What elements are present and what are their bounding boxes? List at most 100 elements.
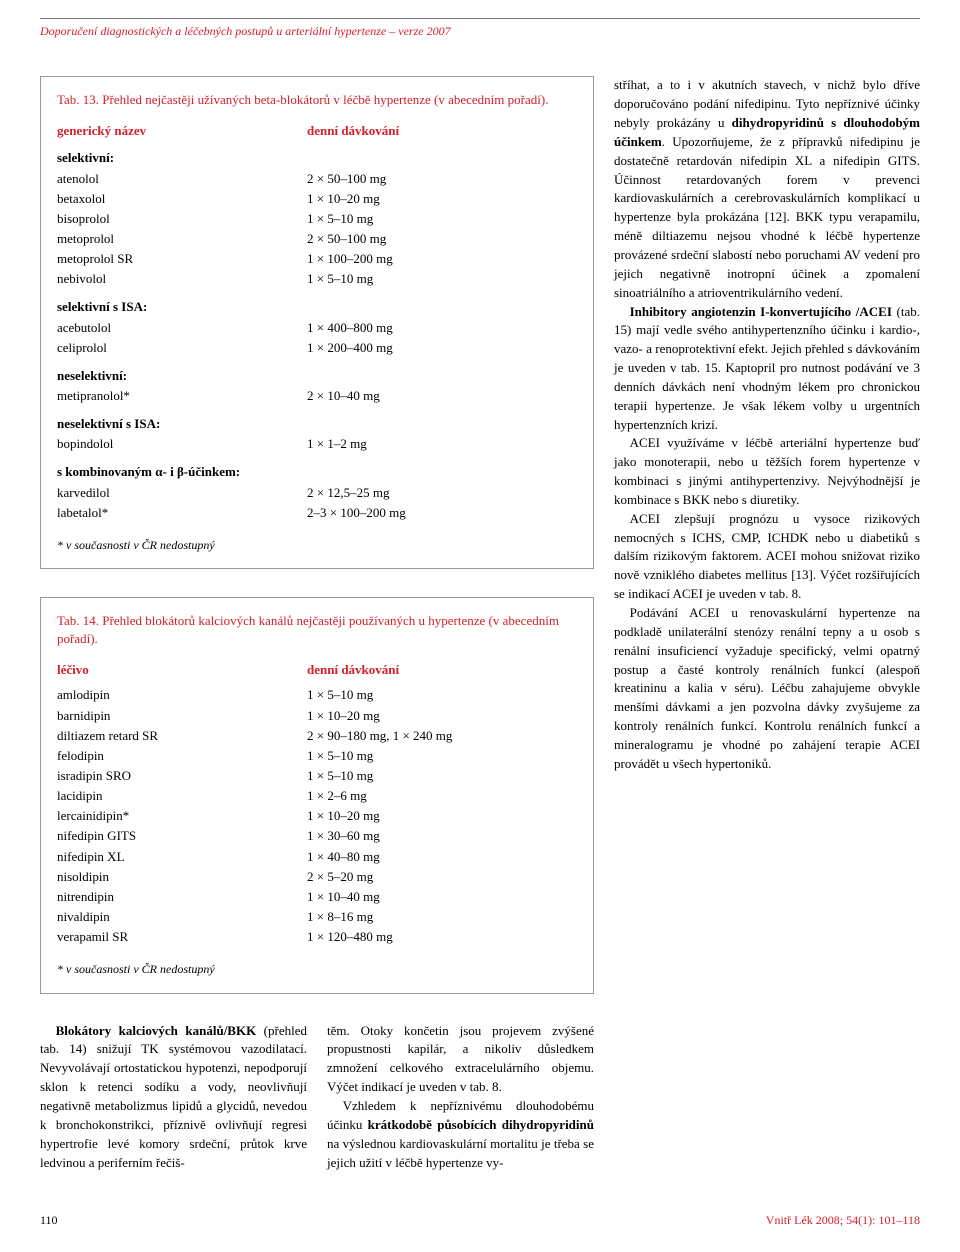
drug-dose: 1 × 200–400 mg bbox=[307, 338, 577, 358]
drug-name: isradipin SRO bbox=[57, 766, 307, 786]
drug-dose: 1 × 40–80 mg bbox=[307, 847, 577, 867]
drug-name: nivaldipin bbox=[57, 907, 307, 927]
table-13-footnote: * v současnosti v ČR nedostupný bbox=[57, 537, 577, 554]
right-p2: Inhibitory angiotenzin I-konvertujícího … bbox=[614, 303, 920, 435]
drug-name: bopindolol bbox=[57, 434, 307, 454]
table-row: karvedilol2 × 12,5–25 mg bbox=[57, 483, 577, 503]
right-p3: ACEI využíváme v léčbě arteriální hypert… bbox=[614, 434, 920, 509]
drug-dose: 1 × 8–16 mg bbox=[307, 907, 577, 927]
header-rule: Doporučení diagnostických a léčebných po… bbox=[40, 18, 920, 40]
drug-dose: 1 × 5–10 mg bbox=[307, 209, 577, 229]
drug-name: acebutolol bbox=[57, 318, 307, 338]
right-p1: stříhat, a to i v akutních stavech, v ni… bbox=[614, 76, 920, 302]
drug-dose: 1 × 10–20 mg bbox=[307, 189, 577, 209]
right-p2a: (tab. 15) mají vedle svého antihypertenz… bbox=[614, 304, 920, 432]
page-header-title: Doporučení diagnostických a léčebných po… bbox=[40, 23, 920, 40]
table-row: labetalol*2–3 × 100–200 mg bbox=[57, 503, 577, 523]
table-13-head: generický název denní dávkování bbox=[57, 122, 577, 141]
drug-dose: 2 × 12,5–25 mg bbox=[307, 483, 577, 503]
drug-name: verapamil SR bbox=[57, 927, 307, 947]
lower-right-p1: těm. Otoky končetin jsou projevem zvýšen… bbox=[327, 1022, 594, 1097]
right-p2-bold: Inhibitory angiotenzin I-konvertujícího … bbox=[630, 304, 892, 319]
main-columns: Tab. 13. Přehled nejčastěji užívaných be… bbox=[40, 76, 920, 1172]
drug-dose: 1 × 5–10 mg bbox=[307, 685, 577, 705]
table-row: isradipin SRO1 × 5–10 mg bbox=[57, 766, 577, 786]
table-row: nisoldipin2 × 5–20 mg bbox=[57, 867, 577, 887]
table-row: diltiazem retard SR2 × 90–180 mg, 1 × 24… bbox=[57, 726, 577, 746]
table-13-head-c1: generický název bbox=[57, 122, 307, 141]
drug-dose: 2 × 90–180 mg, 1 × 240 mg bbox=[307, 726, 577, 746]
table-13-group-label: neselektivní: bbox=[57, 366, 307, 386]
page-footer: 110 Vnitř Lék 2008; 54(1): 101–118 bbox=[40, 1212, 920, 1229]
drug-name: nifedipin XL bbox=[57, 847, 307, 867]
table-13-title: Tab. 13. Přehled nejčastěji užívaných be… bbox=[57, 91, 577, 109]
table-14-head-c2: denní dávkování bbox=[307, 661, 577, 680]
lower-right-p2b: na výslednou kardiovaskulární mortalitu … bbox=[327, 1136, 594, 1170]
table-13-group-label: s kombinovaným α- i β-účinkem: bbox=[57, 462, 307, 482]
drug-dose: 1 × 10–40 mg bbox=[307, 887, 577, 907]
drug-dose: 2 × 5–20 mg bbox=[307, 867, 577, 887]
drug-name: metoprolol bbox=[57, 229, 307, 249]
drug-dose: 1 × 1–2 mg bbox=[307, 434, 577, 454]
right-p1b: . Upozorňujeme, že z přípravků nifedipin… bbox=[614, 134, 920, 300]
drug-name: atenolol bbox=[57, 169, 307, 189]
lower-right-p2-bold: krátkodobě působících dihydropyridinů bbox=[368, 1117, 594, 1132]
drug-dose: 2–3 × 100–200 mg bbox=[307, 503, 577, 523]
drug-name: felodipin bbox=[57, 746, 307, 766]
drug-dose: 1 × 5–10 mg bbox=[307, 746, 577, 766]
right-column: stříhat, a to i v akutních stavech, v ni… bbox=[614, 76, 920, 1172]
table-row: nitrendipin1 × 10–40 mg bbox=[57, 887, 577, 907]
table-row: lacidipin1 × 2–6 mg bbox=[57, 786, 577, 806]
drug-dose: 1 × 30–60 mg bbox=[307, 826, 577, 846]
table-row: barnidipin1 × 10–20 mg bbox=[57, 706, 577, 726]
drug-name: karvedilol bbox=[57, 483, 307, 503]
right-p4: ACEI zlepšují prognózu u vysoce rizikový… bbox=[614, 510, 920, 604]
drug-name: nifedipin GITS bbox=[57, 826, 307, 846]
table-row: lercainidipin*1 × 10–20 mg bbox=[57, 806, 577, 826]
table-row: bopindolol1 × 1–2 mg bbox=[57, 434, 577, 454]
drug-dose: 1 × 10–20 mg bbox=[307, 806, 577, 826]
drug-name: betaxolol bbox=[57, 189, 307, 209]
drug-dose: 1 × 5–10 mg bbox=[307, 766, 577, 786]
table-13-group-label: selektivní: bbox=[57, 148, 307, 168]
lower-left-bold: Blokátory kalciových kanálů/BKK bbox=[56, 1023, 257, 1038]
table-14-head-c1: léčivo bbox=[57, 661, 307, 680]
table-row: celiprolol1 × 200–400 mg bbox=[57, 338, 577, 358]
table-row: metoprolol SR1 × 100–200 mg bbox=[57, 249, 577, 269]
drug-name: barnidipin bbox=[57, 706, 307, 726]
right-p5: Podávání ACEI u renovaskulární hypertenz… bbox=[614, 604, 920, 774]
table-13-head-c2: denní dávkování bbox=[307, 122, 577, 141]
table-13-group-label: selektivní s ISA: bbox=[57, 297, 307, 317]
lower-right-p2: Vzhledem k nepříznivému dlouhodobému úči… bbox=[327, 1097, 594, 1172]
table-13-group: selektivní: bbox=[57, 148, 577, 168]
table-13-group: s kombinovaným α- i β-účinkem: bbox=[57, 462, 577, 482]
drug-name: diltiazem retard SR bbox=[57, 726, 307, 746]
lower-left-para: Blokátory kalciových kanálů/BKK (přehled… bbox=[40, 1022, 307, 1173]
table-13-group: neselektivní: bbox=[57, 366, 577, 386]
lower-right-col: těm. Otoky končetin jsou projevem zvýšen… bbox=[327, 1022, 594, 1173]
footer-journal: Vnitř Lék 2008; 54(1): 101–118 bbox=[766, 1212, 920, 1229]
table-row: acebutolol1 × 400–800 mg bbox=[57, 318, 577, 338]
drug-dose: 1 × 100–200 mg bbox=[307, 249, 577, 269]
drug-dose: 1 × 10–20 mg bbox=[307, 706, 577, 726]
table-13-group-label: neselektivní s ISA: bbox=[57, 414, 307, 434]
drug-dose: 1 × 120–480 mg bbox=[307, 927, 577, 947]
table-13: Tab. 13. Přehled nejčastěji užívaných be… bbox=[40, 76, 594, 569]
drug-dose: 1 × 2–6 mg bbox=[307, 786, 577, 806]
table-14-footnote: * v současnosti v ČR nedostupný bbox=[57, 961, 577, 978]
table-14: Tab. 14. Přehled blokátorů kalciových ka… bbox=[40, 597, 594, 993]
table-row: felodipin1 × 5–10 mg bbox=[57, 746, 577, 766]
table-row: amlodipin1 × 5–10 mg bbox=[57, 685, 577, 705]
table-13-group: selektivní s ISA: bbox=[57, 297, 577, 317]
drug-name: labetalol* bbox=[57, 503, 307, 523]
footer-page-number: 110 bbox=[40, 1212, 58, 1229]
drug-name: nitrendipin bbox=[57, 887, 307, 907]
table-14-head: léčivo denní dávkování bbox=[57, 661, 577, 680]
drug-name: lacidipin bbox=[57, 786, 307, 806]
table-row: nifedipin XL1 × 40–80 mg bbox=[57, 847, 577, 867]
drug-name: amlodipin bbox=[57, 685, 307, 705]
drug-name: metoprolol SR bbox=[57, 249, 307, 269]
table-row: metipranolol*2 × 10–40 mg bbox=[57, 386, 577, 406]
table-row: betaxolol1 × 10–20 mg bbox=[57, 189, 577, 209]
drug-name: metipranolol* bbox=[57, 386, 307, 406]
